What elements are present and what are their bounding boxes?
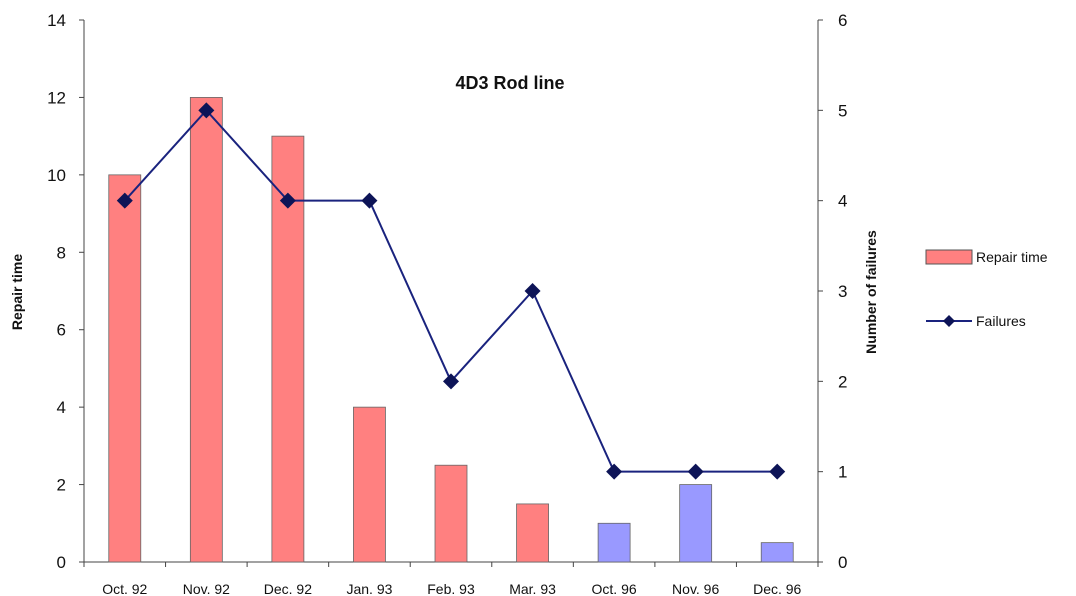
- right-axis-ticks: 0 1 2 3 4 5 6: [818, 11, 847, 572]
- y2-tick-label: 6: [838, 11, 847, 30]
- y-tick-label: 10: [47, 166, 66, 185]
- failures-point: [687, 463, 704, 480]
- failures-point: [116, 192, 133, 209]
- x-tick-label: Dec. 96: [753, 581, 801, 596]
- x-tick-label: Oct. 96: [592, 581, 637, 596]
- bar: [516, 503, 549, 563]
- bar: [760, 542, 794, 563]
- y-tick-label: 14: [47, 11, 66, 30]
- y-tick-label: 4: [57, 398, 66, 417]
- bar: [679, 484, 713, 563]
- failures-point: [606, 463, 623, 480]
- y-tick-label: 6: [57, 321, 66, 340]
- x-tick-label: Jan. 93: [346, 581, 392, 596]
- y-tick-label: 2: [57, 476, 66, 495]
- left-axis-ticks: 0 2 4 6 8 10 12 14: [47, 11, 84, 572]
- x-tick-label: Dec. 92: [264, 581, 312, 596]
- y-tick-label: 8: [57, 243, 66, 262]
- failures-point: [443, 373, 459, 390]
- legend: Repair time Failures: [925, 249, 1048, 329]
- y2-tick-label: 4: [838, 192, 847, 211]
- y2-tick-label: 5: [838, 101, 847, 120]
- bar: [189, 97, 223, 563]
- bar: [597, 522, 631, 563]
- legend-label-repair-time: Repair time: [976, 249, 1048, 265]
- y-tick-label: 12: [47, 88, 66, 107]
- y-axis-title: Repair time: [9, 254, 25, 330]
- line-series-failures: [116, 102, 786, 480]
- y2-tick-label: 2: [838, 372, 847, 391]
- failures-point: [524, 283, 541, 299]
- bar-series-repair-time: [108, 97, 794, 563]
- category-axis-ticks: Oct. 92 Nov. 92 Dec. 92 Jan. 93 Feb. 93 Mar. …: [83, 562, 819, 596]
- failures-point: [361, 192, 378, 209]
- y2-axis-title: Number of failures: [863, 230, 879, 354]
- failures-point: [769, 463, 786, 480]
- y2-tick-label: 3: [838, 282, 847, 301]
- x-tick-label: Oct. 92: [102, 581, 147, 596]
- chart-title: 4D3 Rod line: [455, 73, 564, 93]
- y-tick-label: 0: [57, 553, 66, 572]
- x-tick-label: Nov. 92: [183, 581, 230, 596]
- failures-point: [198, 102, 215, 119]
- bar: [108, 174, 142, 563]
- x-tick-label: Feb. 93: [427, 581, 475, 596]
- bar: [434, 464, 468, 563]
- y2-tick-label: 1: [838, 463, 847, 482]
- x-tick-label: Nov. 96: [672, 581, 719, 596]
- legend-swatch-repair-time: [925, 249, 973, 265]
- bar: [353, 406, 386, 563]
- failures-point: [279, 192, 296, 209]
- x-tick-label: Mar. 93: [509, 581, 556, 596]
- legend-label-failures: Failures: [976, 313, 1026, 329]
- legend-marker-failures: [943, 315, 955, 327]
- y2-tick-label: 0: [838, 553, 847, 572]
